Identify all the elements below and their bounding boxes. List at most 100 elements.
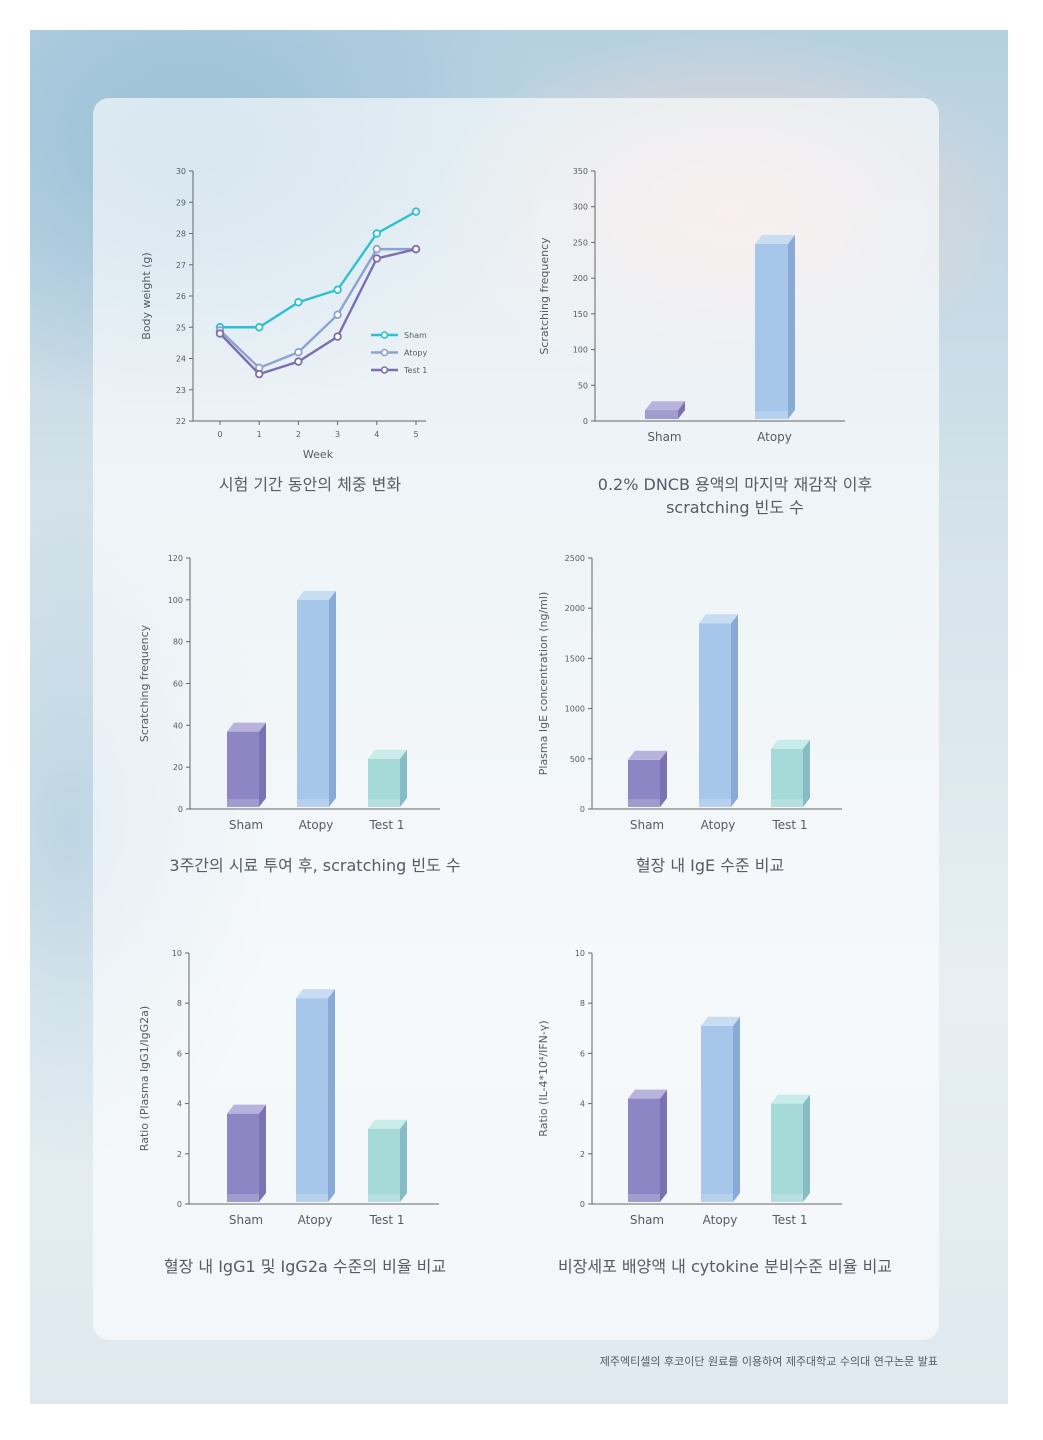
y-tick-label: 200 [573, 274, 588, 283]
bar-front [771, 1103, 803, 1202]
bar-base-highlight [645, 411, 678, 419]
x-category-label: Sham [630, 818, 664, 832]
y-axis-label: Body weight (g) [140, 252, 153, 339]
y-axis-label: Scratching frequency [138, 624, 151, 742]
x-category-label: Test 1 [368, 818, 404, 832]
bar-test-1 [771, 739, 810, 807]
data-point [215, 329, 225, 338]
y-tick-label: 120 [168, 554, 183, 563]
y-tick-label: 2 [580, 1150, 585, 1159]
legend-label: Test 1 [403, 366, 427, 375]
y-tick-label: 0 [177, 1200, 182, 1209]
bar-base-highlight [368, 799, 400, 807]
y-tick-label: 10 [575, 949, 585, 958]
bar-side [788, 234, 795, 419]
y-tick-label: 0 [580, 1200, 585, 1209]
bar-test-1 [368, 1119, 407, 1202]
y-tick-label: 2500 [565, 554, 585, 563]
y-tick-label: 4 [177, 1100, 182, 1109]
bar-base-highlight [296, 1194, 328, 1202]
bar-sham [227, 722, 266, 807]
x-category-label: Sham [229, 818, 263, 832]
bar-front [227, 1113, 259, 1202]
y-tick-label: 250 [573, 238, 588, 247]
y-tick-label: 80 [173, 638, 183, 647]
bar-side [678, 401, 685, 419]
bar-side [803, 1094, 810, 1202]
bar-atopy [699, 614, 738, 807]
y-tick-label: 8 [580, 999, 585, 1008]
x-tick-label: 4 [374, 430, 379, 439]
bar-test-1 [771, 1094, 810, 1202]
y-tick-label: 29 [176, 198, 186, 207]
y-tick-label: 100 [168, 596, 183, 605]
bar-top [227, 1104, 266, 1114]
x-tick-label: 5 [413, 430, 418, 439]
chart-caption-scratching-dncb: 0.2% DNCB 용액의 마지막 재감작 이후 scratching 빈도 수 [597, 475, 873, 517]
bar-side [803, 739, 810, 807]
y-axis-label: Ratio (Plasma IgG1/IgG2a) [138, 1006, 151, 1151]
data-point [372, 244, 381, 254]
x-tick-label: 3 [335, 430, 340, 439]
bar-top [628, 1089, 667, 1099]
y-tick-label: 20 [173, 763, 183, 772]
bar-front [227, 731, 259, 807]
bar-top [701, 1016, 740, 1026]
y-tick-label: 4 [580, 1100, 585, 1109]
bar-front [771, 748, 803, 807]
y-tick-label: 0 [580, 805, 585, 814]
data-point [411, 244, 421, 254]
y-tick-label: 2 [177, 1150, 182, 1159]
bar-base-highlight [368, 1194, 400, 1202]
bar-side [329, 590, 336, 807]
x-category-label: Test 1 [771, 818, 807, 832]
bar-sham [227, 1104, 266, 1202]
bar-front [628, 759, 660, 807]
bar-side [731, 614, 738, 807]
bar-front [645, 410, 678, 419]
data-point [411, 207, 421, 216]
bar-sham [645, 401, 685, 419]
bar-top [771, 1094, 810, 1104]
bar-base-highlight [771, 1194, 803, 1202]
bar-side [328, 989, 335, 1202]
bar-front [368, 758, 400, 807]
y-tick-label: 0 [178, 805, 183, 814]
bar-side [400, 1119, 407, 1202]
x-category-label: Sham [647, 430, 681, 444]
y-tick-label: 1000 [565, 705, 585, 714]
y-tick-label: 60 [173, 680, 183, 689]
data-point [333, 310, 342, 319]
chart-caption-cytokine-ratio: 비장세포 배양액 내 cytokine 분비수준 비율 비교 [557, 1257, 893, 1276]
bar-atopy [701, 1016, 740, 1202]
y-tick-label: 350 [573, 167, 588, 176]
y-tick-label: 23 [176, 386, 186, 395]
bar-atopy [296, 989, 335, 1202]
legend-marker [380, 366, 389, 374]
bar-top [297, 590, 336, 600]
data-point [372, 254, 381, 263]
bar-front [628, 1098, 660, 1202]
y-tick-label: 30 [176, 167, 186, 176]
y-tick-label: 10 [172, 949, 182, 958]
y-tick-label: 6 [580, 1049, 585, 1058]
data-point [255, 369, 264, 379]
bar-sham [628, 1089, 667, 1202]
y-tick-label: 28 [176, 230, 186, 239]
bar-base-highlight [227, 1194, 259, 1202]
bar-top [296, 989, 335, 999]
series-line-test-1 [219, 247, 417, 376]
chart-caption-plasma-ige: 혈장 내 IgE 수준 비교 [635, 856, 785, 875]
series-line-atopy [219, 247, 416, 370]
y-tick-label: 24 [176, 355, 186, 364]
footer-note: 제주엑티셀의 후코이단 원료를 이용하여 제주대학교 수의대 연구논문 발표 [599, 1355, 938, 1368]
bar-side [733, 1016, 740, 1202]
bar-base-highlight [297, 799, 329, 807]
bar-base-highlight [771, 799, 803, 807]
x-category-label: Atopy [703, 1213, 738, 1227]
bar-top [368, 749, 407, 759]
x-category-label: Test 1 [368, 1213, 404, 1227]
y-tick-label: 25 [176, 323, 186, 332]
